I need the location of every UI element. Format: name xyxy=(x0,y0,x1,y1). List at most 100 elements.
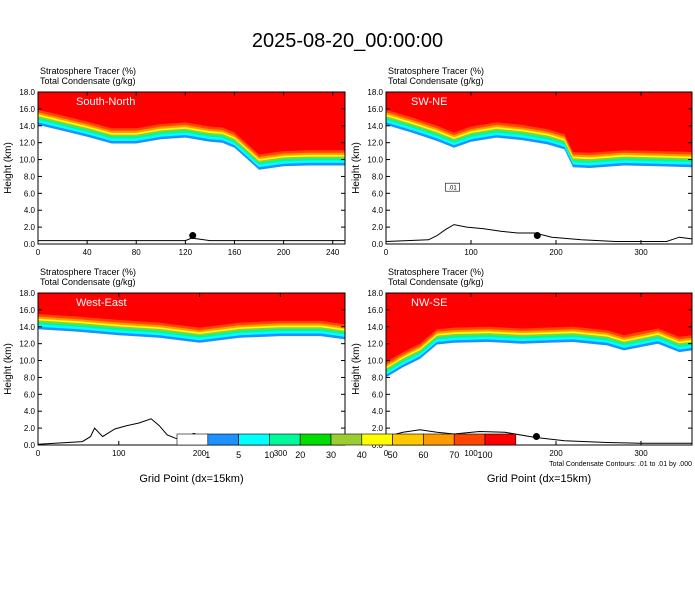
condensate-label: Total Condensate (g/kg) xyxy=(388,277,484,287)
y-tick-label: 0.0 xyxy=(372,240,384,249)
tracer-label: Stratosphere Tracer (%) xyxy=(40,66,136,76)
plot-frame xyxy=(385,292,693,446)
condensate-label: Total Condensate (g/kg) xyxy=(40,277,136,287)
y-tick-label: 10.0 xyxy=(19,357,35,366)
x-axis-label: Grid Point (dx=15km) xyxy=(139,473,243,485)
y-tick-label: 4.0 xyxy=(372,206,384,215)
panel-1: SW-NE Stratosphere Tracer (%)Total Conden… xyxy=(351,66,693,257)
y-tick-label: 6.0 xyxy=(372,390,384,399)
colorbar-label: 10 xyxy=(264,450,274,460)
colorbar-swatch xyxy=(453,433,486,446)
colorbar-swatch xyxy=(392,433,424,446)
colorbar-label: 40 xyxy=(357,450,367,460)
location-marker xyxy=(533,232,541,240)
y-tick-label: 12.0 xyxy=(19,340,35,349)
x-tick-label: 200 xyxy=(277,248,291,257)
y-tick-label: 16.0 xyxy=(19,105,35,114)
y-tick-label: 8.0 xyxy=(24,373,36,382)
y-axis-label: Height (km) xyxy=(3,142,14,194)
y-tick-label: 18.0 xyxy=(19,289,35,298)
y-tick-label: 6.0 xyxy=(24,390,36,399)
y-axis-label: Height (km) xyxy=(351,142,362,194)
x-tick-label: 300 xyxy=(274,449,288,458)
x-axis-label: Grid Point (dx=15km) xyxy=(487,473,591,485)
condensate-label: Total Condensate (g/kg) xyxy=(388,76,484,86)
y-tick-label: 12.0 xyxy=(367,340,383,349)
x-tick-label: 240 xyxy=(326,248,340,257)
tracer-label: Stratosphere Tracer (%) xyxy=(388,267,484,277)
y-tick-label: 14.0 xyxy=(367,323,383,332)
colorbar-label: 50 xyxy=(388,450,398,460)
contour-label: .01 xyxy=(448,186,457,192)
plot-frame xyxy=(37,91,346,245)
x-tick-label: 200 xyxy=(549,248,563,257)
x-tick-label: 0 xyxy=(384,449,389,458)
colorbar-swatch xyxy=(484,433,517,446)
contour-footnote: Total Condensate Contours: .01 to .01 by… xyxy=(549,461,692,468)
y-tick-label: 6.0 xyxy=(24,189,36,198)
y-tick-label: 0.0 xyxy=(24,441,36,450)
y-tick-label: 4.0 xyxy=(372,407,384,416)
colorbar: 1 5 10 20 30 40 50 60 70 100 xyxy=(176,433,517,460)
x-tick-label: 200 xyxy=(193,449,207,458)
y-tick-label: 8.0 xyxy=(372,373,384,382)
y-tick-label: 16.0 xyxy=(367,105,383,114)
colorbar-label: 5 xyxy=(236,450,241,460)
location-marker xyxy=(189,232,197,240)
x-tick-label: 100 xyxy=(464,248,478,257)
page-title: 2025-08-20_00:00:00 xyxy=(251,30,444,52)
y-tick-label: 8.0 xyxy=(372,172,384,181)
y-tick-label: 14.0 xyxy=(19,323,35,332)
y-tick-label: 14.0 xyxy=(367,122,383,131)
tracer-label: Stratosphere Tracer (%) xyxy=(388,66,484,76)
colorbar-swatch xyxy=(423,433,455,446)
colorbar-label: 70 xyxy=(449,450,459,460)
tracer-band-7 xyxy=(386,92,692,153)
y-tick-label: 2.0 xyxy=(372,223,384,232)
tracer-label: Stratosphere Tracer (%) xyxy=(40,267,136,277)
x-tick-label: 0 xyxy=(384,248,389,257)
x-tick-label: 200 xyxy=(549,449,563,458)
x-tick-label: 40 xyxy=(83,248,92,257)
panel-title: South-North xyxy=(76,96,135,108)
y-tick-label: 2.0 xyxy=(24,223,36,232)
y-tick-label: 18.0 xyxy=(19,88,35,97)
panel-title: NW-SE xyxy=(411,297,447,309)
x-tick-label: 120 xyxy=(179,248,193,257)
tracer-band-7 xyxy=(386,293,692,363)
y-tick-label: 12.0 xyxy=(367,139,383,148)
colorbar-swatch xyxy=(207,433,239,446)
x-tick-label: 0 xyxy=(36,248,41,257)
tracer-band-7 xyxy=(38,293,345,328)
colorbar-swatch xyxy=(361,433,393,446)
colorbar-swatch xyxy=(176,433,209,446)
y-tick-label: 10.0 xyxy=(367,156,383,165)
panel-0: South-North Stratosphere Tracer (%)Total … xyxy=(3,66,346,257)
terrain-line xyxy=(386,429,692,444)
y-tick-label: 12.0 xyxy=(19,139,35,148)
y-tick-label: 18.0 xyxy=(367,88,383,97)
y-axis-label: Height (km) xyxy=(3,343,14,395)
tracer-band-7 xyxy=(38,92,345,155)
y-tick-label: 6.0 xyxy=(372,189,384,198)
colorbar-label: 20 xyxy=(295,450,305,460)
x-tick-label: 160 xyxy=(228,248,242,257)
y-tick-label: 2.0 xyxy=(372,424,384,433)
y-tick-label: 0.0 xyxy=(372,441,384,450)
y-tick-label: 14.0 xyxy=(19,122,35,131)
panel-title: West-East xyxy=(76,297,127,309)
y-tick-label: 8.0 xyxy=(24,172,36,181)
colorbar-label: 100 xyxy=(477,450,492,460)
colorbar-swatch xyxy=(269,433,301,446)
colorbar-label: 60 xyxy=(418,450,428,460)
colorbar-swatch xyxy=(330,433,363,446)
y-tick-label: 10.0 xyxy=(19,156,35,165)
y-tick-label: 16.0 xyxy=(367,306,383,315)
colorbar-label: 1 xyxy=(205,450,210,460)
y-tick-label: 4.0 xyxy=(24,206,36,215)
contour-label-box xyxy=(445,182,460,192)
x-tick-label: 300 xyxy=(634,449,648,458)
